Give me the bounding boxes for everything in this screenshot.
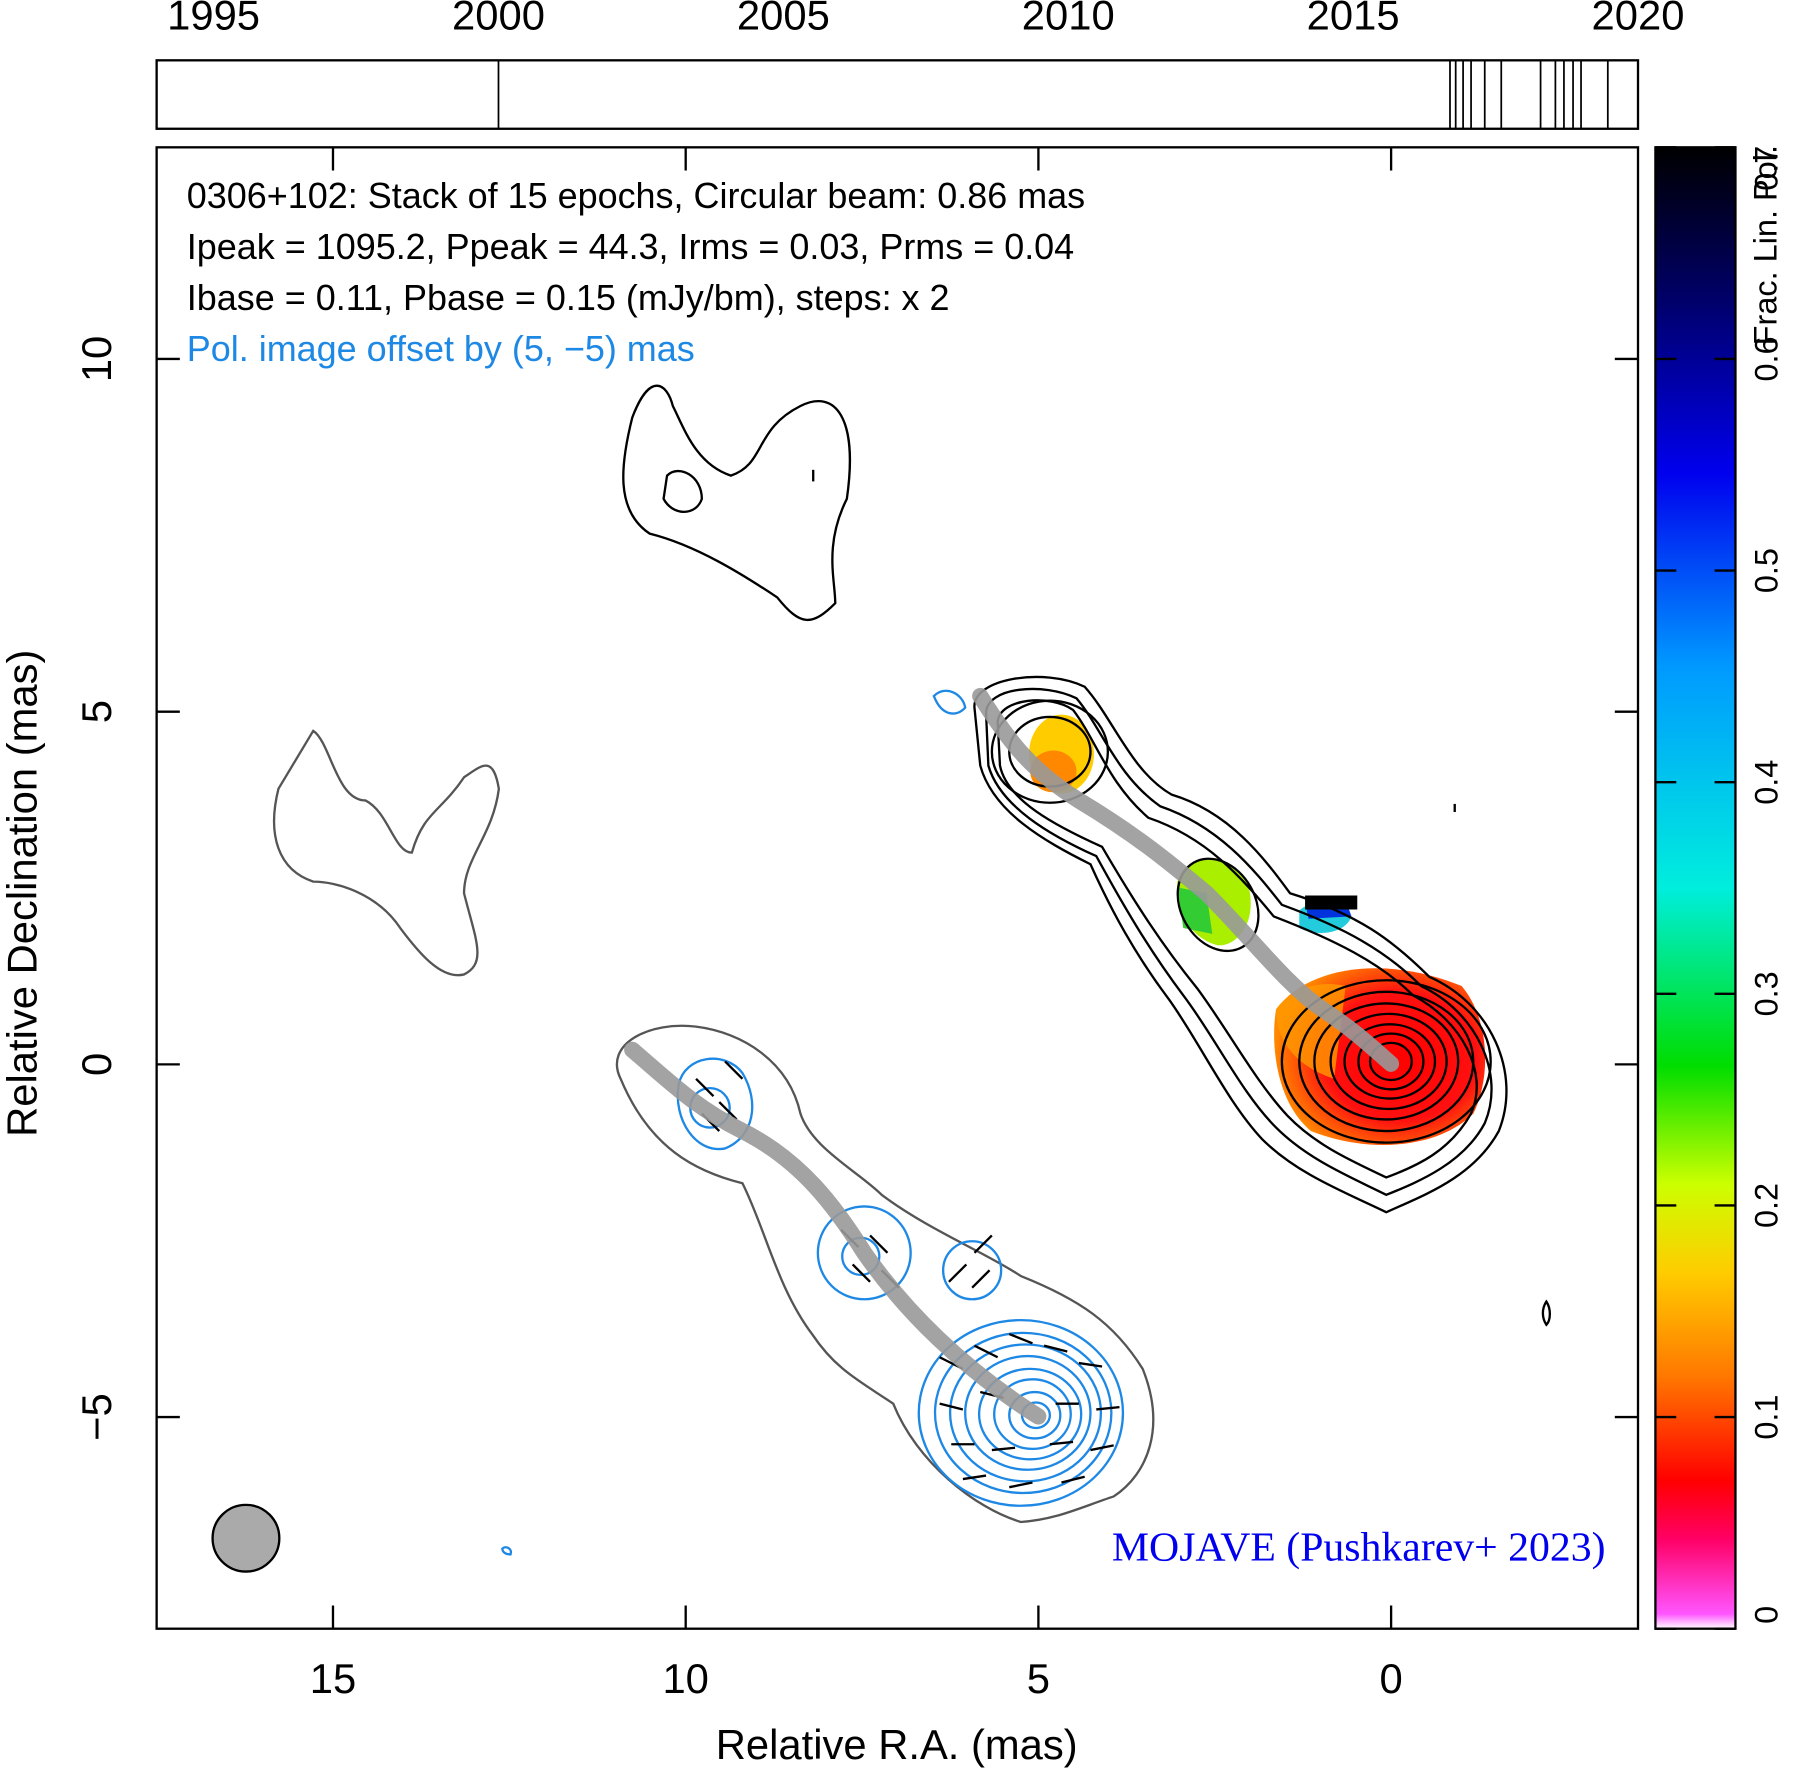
contour [1280, 979, 1492, 1144]
annotation: 0306+102: Stack of 15 epochs, Circular b… [187, 175, 1085, 216]
epoch-tick-label: 2015 [1307, 0, 1400, 39]
pol-patch [1305, 895, 1358, 910]
y-tick-label: −5 [73, 1393, 120, 1441]
contour [816, 1205, 912, 1301]
epoch-tick-label: 2000 [452, 0, 545, 39]
contour [990, 699, 1110, 804]
contour [501, 1546, 513, 1556]
contour [993, 1378, 1072, 1451]
contour [984, 687, 1493, 1197]
y-tick-label: 10 [73, 336, 120, 382]
contour [1357, 1032, 1425, 1091]
contour [977, 1367, 1083, 1461]
contour [973, 675, 1508, 1214]
annotation: Ibase = 0.11, Pbase = 0.15 (mJy/bm), ste… [187, 277, 950, 318]
colorbar-tick-label: 0.6 [1749, 336, 1785, 381]
contour [932, 689, 967, 715]
contour [676, 1057, 754, 1151]
evpa-sticks [695, 1060, 1120, 1489]
contour [1298, 990, 1475, 1133]
epoch-tick-label: 2005 [737, 0, 830, 39]
ridge-line [624, 1041, 1047, 1425]
annotation: Ipeak = 1095.2, Ppeak = 44.3, Irms = 0.0… [187, 226, 1074, 267]
colorbar [1654, 146, 1737, 1630]
contour [964, 1354, 1092, 1471]
contour [1368, 1041, 1413, 1082]
y-axis-label: Relative Declination (mas) [0, 650, 46, 1137]
colorbar-tick-label: 0.3 [1749, 971, 1785, 1016]
contour [1329, 1012, 1448, 1111]
y-tick-label: 5 [73, 700, 120, 723]
map [272, 384, 1552, 1556]
colorbar-label: Frac. Lin. Pol. [1748, 145, 1784, 345]
contour [1313, 1002, 1460, 1121]
colorbar-tick-label: 0.7 [1749, 146, 1785, 191]
colorbar-tick-label: 0.1 [1749, 1395, 1785, 1440]
contour [996, 699, 1478, 1179]
x-tick-label: 0 [1379, 1655, 1402, 1702]
contour [622, 384, 851, 622]
colorbar-tick-label: 0.5 [1749, 548, 1785, 593]
contour [1343, 1023, 1437, 1100]
colorbar-tick-label: 0.2 [1749, 1183, 1785, 1228]
y-tick-label: 0 [73, 1053, 120, 1076]
contour [615, 1024, 1155, 1524]
contour [948, 1343, 1103, 1483]
contour [1541, 1299, 1552, 1327]
x-tick-label: 10 [662, 1655, 708, 1702]
epoch-frame [155, 59, 1640, 130]
epoch-tick-label: 2010 [1022, 0, 1115, 39]
contour [1008, 1390, 1062, 1440]
contour [917, 1318, 1125, 1507]
epoch-tick-label: 1995 [167, 0, 260, 39]
x-tick-label: 5 [1027, 1655, 1050, 1702]
plot-frame [155, 146, 1640, 1630]
x-axis-label: Relative R.A. (mas) [716, 1721, 1078, 1768]
ridge-line [972, 687, 1400, 1072]
contour [941, 1240, 1003, 1301]
contour [272, 729, 501, 977]
annotation: Pol. image offset by (5, −5) mas [187, 328, 695, 369]
credit: MOJAVE (Pushkarev+ 2023) [1112, 1525, 1606, 1571]
beam [211, 1503, 281, 1573]
contour [933, 1331, 1113, 1495]
contour [1176, 857, 1260, 953]
contour [662, 470, 704, 514]
colorbar-tick-label: 0.4 [1749, 760, 1785, 805]
epoch-tick-label: 2020 [1592, 0, 1685, 39]
x-tick-label: 15 [310, 1655, 356, 1702]
colorbar-tick-label: 0 [1749, 1606, 1785, 1624]
